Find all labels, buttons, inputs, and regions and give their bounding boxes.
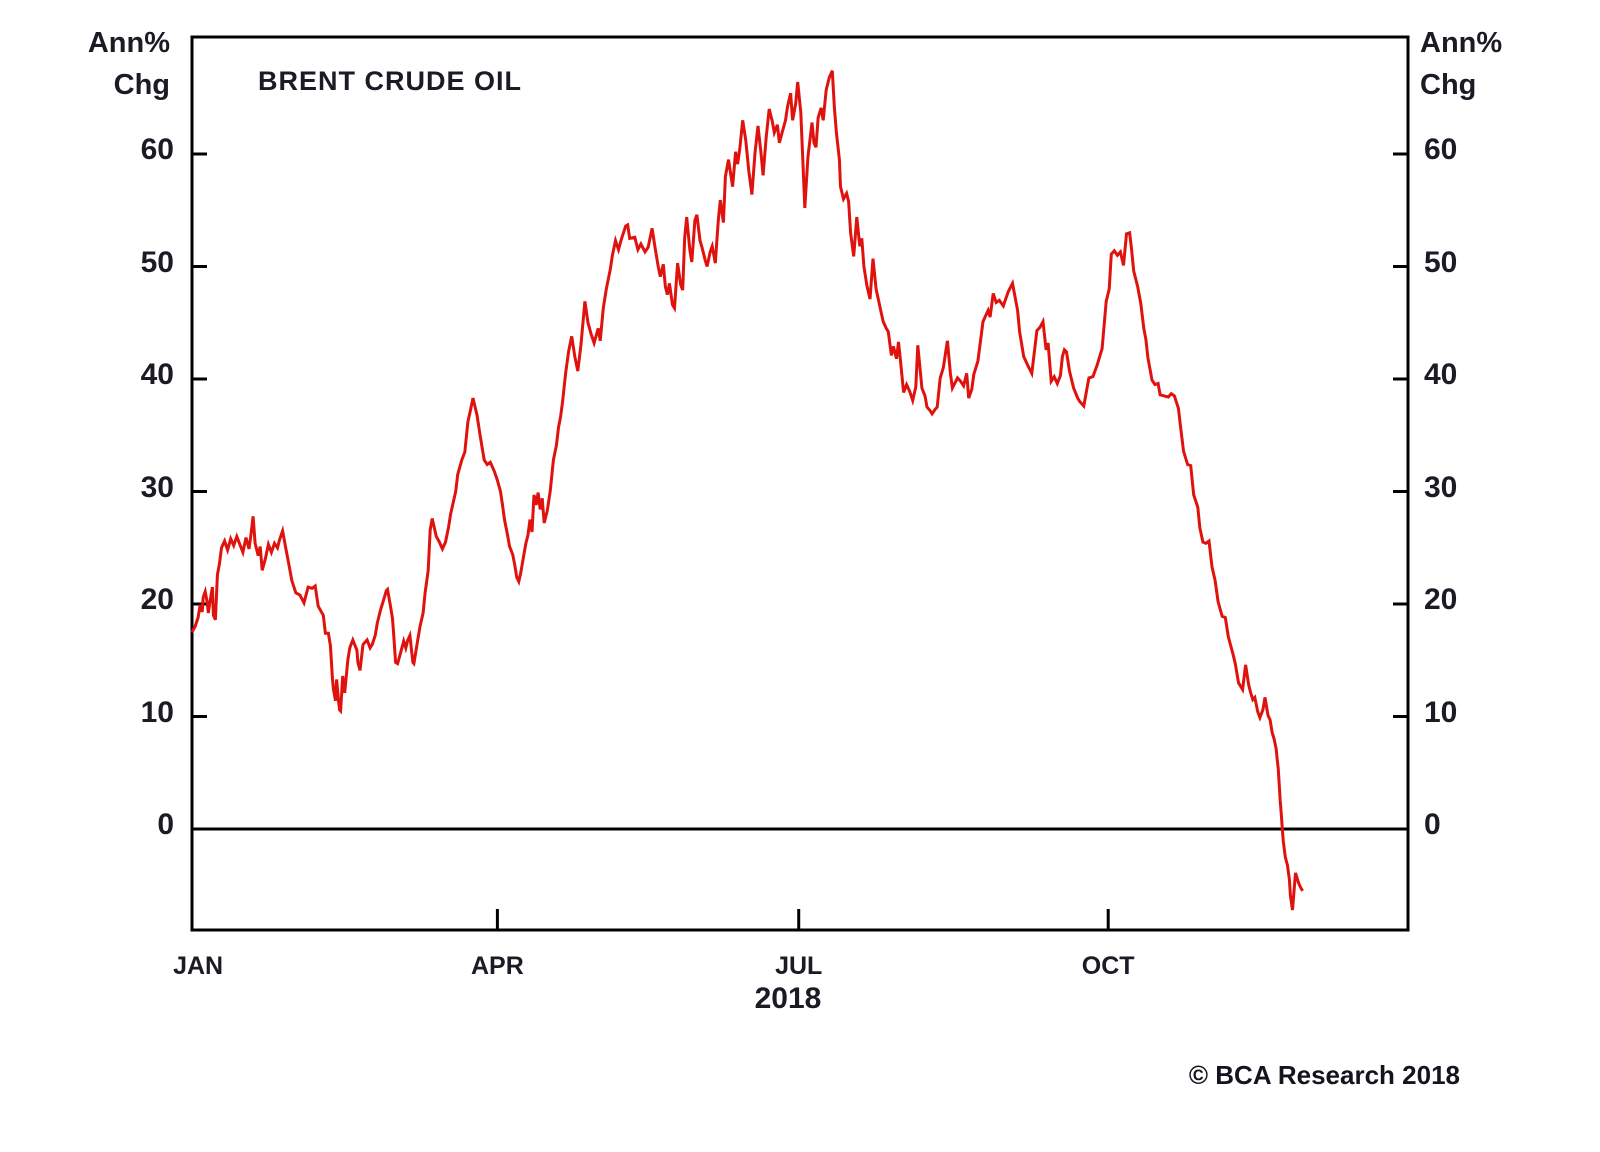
y-tick-label-right-10: 10 [1424,695,1458,729]
y-tick-label-left-60: 60 [140,133,174,166]
chart-title: BRENT CRUDE OIL [258,66,522,96]
y-axis-title-right-line1: Ann% [1420,27,1503,59]
plot-border [190,35,1410,932]
y-axis-title-left-line2: Chg [113,69,170,101]
y-axis-title-right: Ann% Chg [1420,22,1550,106]
y-tick-label-left-0: 0 [157,808,174,841]
y-tick-label-left-30: 30 [140,470,174,504]
y-axis-title-right-line2: Chg [1420,69,1477,101]
y-tick-label-right-30: 30 [1424,470,1458,504]
y-tick-label-right-0: 0 [1424,808,1441,841]
x-tick-label-APR: APR [470,952,524,980]
y-axis-title-left-line1: Ann% [87,27,170,59]
y-tick-label-left-10: 10 [140,695,174,729]
y-tick-label-left-20: 20 [140,583,174,616]
y-tick-label-right-40: 40 [1424,358,1458,391]
y-axis-title-left: Ann% Chg [40,22,170,106]
x-tick-label-JAN: JAN [173,952,224,980]
x-tick-label-JUL: JUL [775,952,823,980]
y-tick-label-right-50: 50 [1424,245,1458,279]
y-tick-label-right-20: 20 [1424,583,1458,616]
x-tick-label-OCT: OCT [1081,952,1135,980]
y-tick-label-left-40: 40 [140,358,174,391]
brent-series-line [190,70,1304,911]
source-credit: © BCA Research 2018 [1188,1060,1460,1090]
y-tick-label-left-50: 50 [140,245,174,279]
y-tick-label-right-60: 60 [1424,133,1458,166]
x-axis-year-label: 2018 [754,982,822,1015]
